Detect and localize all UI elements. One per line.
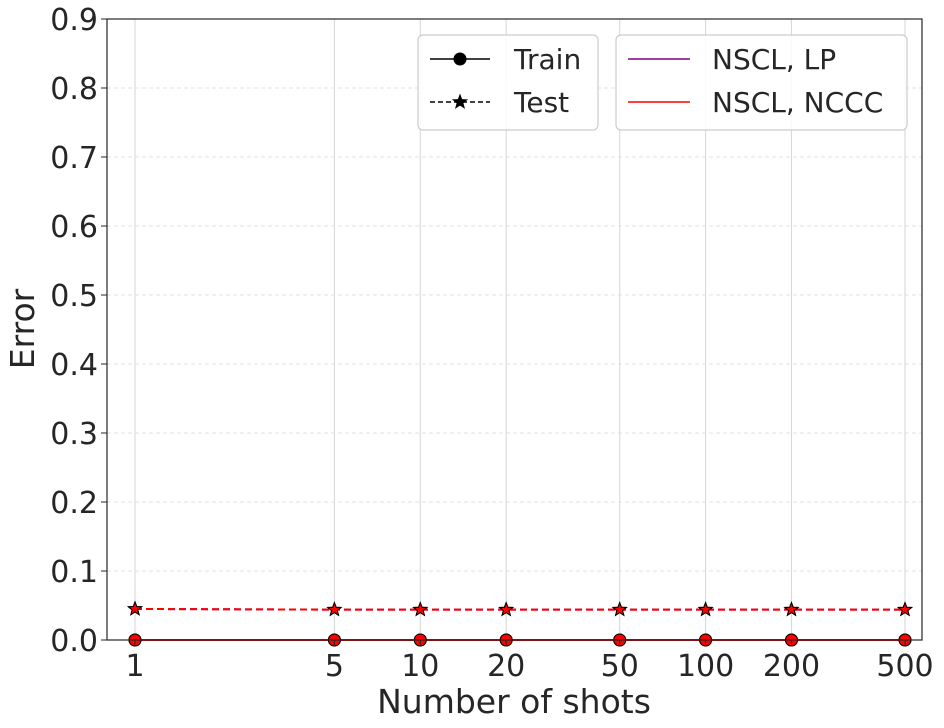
data-point-nscl-nccc-test: [326, 601, 343, 617]
y-tick-label: 0.1: [50, 555, 98, 590]
y-tick-label: 0.0: [50, 624, 98, 659]
x-axis-label: Number of shots: [377, 682, 651, 721]
legend-train-marker: [453, 52, 467, 66]
legend-methods: NSCL, LP NSCL, NCCC: [615, 34, 908, 131]
series-line-nscl-nccc-test: [134, 607, 905, 611]
legend-train-label: Train: [513, 43, 581, 76]
x-tick-label: 1: [125, 649, 144, 684]
plot-series: [127, 600, 913, 647]
data-point-nscl-nccc-test: [412, 601, 429, 617]
x-tick-label: 500: [876, 649, 933, 684]
legend-nscl-lp-label: NSCL, LP: [712, 43, 836, 76]
y-tick-label: 0.6: [50, 210, 98, 245]
data-point-nscl-nccc-test: [127, 600, 143, 616]
x-tick-label: 20: [487, 649, 525, 684]
x-tick-label: 200: [763, 649, 820, 684]
y-tick-label: 0.8: [50, 72, 98, 107]
y-tick-label: 0.4: [50, 348, 98, 383]
y-tick-label: 0.2: [50, 486, 98, 521]
x-tick-label: 5: [325, 649, 344, 684]
y-axis-ticks: 0.0 0.1 0.2 0.3 0.4 0.5 0.6 0.7 0.8 0.9: [50, 3, 107, 659]
data-point-nscl-nccc-test: [611, 601, 628, 617]
legend-test-marker: [451, 93, 469, 109]
x-tick-label: 50: [601, 649, 639, 684]
y-axis-label: Error: [3, 288, 42, 369]
y-tick-label: 0.9: [50, 3, 98, 38]
y-tick-label: 0.5: [50, 279, 98, 314]
data-point-nscl-nccc-test: [498, 601, 515, 617]
data-point-nscl-nccc-test: [697, 601, 714, 617]
y-tick-label: 0.3: [50, 417, 98, 452]
legend-split: Train Test: [417, 34, 599, 131]
legend-test-label: Test: [513, 86, 569, 119]
data-point-nscl-nccc-test: [897, 601, 913, 617]
x-axis-ticks: 1 5 10 20 50 100 200 500: [125, 640, 934, 684]
data-point-nscl-nccc-test: [783, 601, 800, 617]
x-tick-label: 10: [401, 649, 439, 684]
grid: [107, 18, 922, 641]
x-tick-label: 100: [677, 649, 734, 684]
series-nscl-nccc-test: [127, 600, 913, 617]
plot-frame: [106, 18, 923, 641]
legend-nscl-nccc-label: NSCL, NCCC: [712, 86, 883, 119]
y-tick-label: 0.7: [50, 141, 98, 176]
